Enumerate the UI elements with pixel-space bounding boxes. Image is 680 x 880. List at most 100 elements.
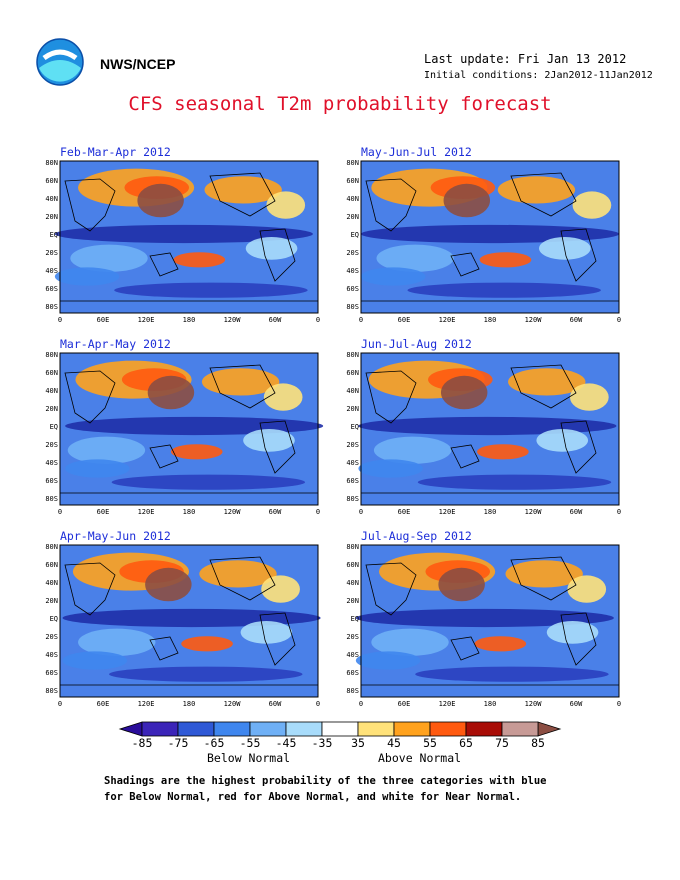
lon-label: 0 <box>58 508 62 516</box>
colorbar-swatch <box>465 721 503 737</box>
lat-label: 80S <box>45 303 58 311</box>
lat-label: 40N <box>45 579 58 587</box>
lat-label: 60S <box>346 477 359 485</box>
lon-label: 120E <box>138 700 155 708</box>
lat-label: EQ <box>50 231 58 239</box>
lon-label: 120W <box>224 508 242 516</box>
colorbar-label: 85 <box>531 736 545 750</box>
colorbar-label: 45 <box>387 736 401 750</box>
map-field <box>361 161 619 313</box>
lon-label: 60W <box>570 316 583 324</box>
lon-label: 180 <box>484 700 497 708</box>
lat-label: 40N <box>45 387 58 395</box>
org-name: NWS/NCEP <box>100 56 176 72</box>
lon-label: 0 <box>58 700 62 708</box>
lat-label: 80N <box>45 351 58 359</box>
initial-conditions: Initial conditions: 2Jan2012-11Jan2012 <box>424 70 653 81</box>
colorbar-swatch <box>429 721 467 737</box>
lon-label: 60W <box>269 316 282 324</box>
lon-label: 0 <box>617 508 621 516</box>
lat-label: 40S <box>45 267 58 275</box>
lon-label: 120E <box>439 700 456 708</box>
lat-label: 20S <box>45 441 58 449</box>
lon-label: 180 <box>484 316 497 324</box>
lon-label: 120E <box>138 508 155 516</box>
lat-label: EQ <box>351 231 359 239</box>
lat-label: 80S <box>346 687 359 695</box>
lon-label: 0 <box>359 508 363 516</box>
lat-label: 80S <box>346 495 359 503</box>
colorbar-swatch <box>393 721 431 737</box>
lon-label: 180 <box>183 316 196 324</box>
lat-label: 40N <box>346 579 359 587</box>
panel-title-2: May-Jun-Jul 2012 <box>361 145 472 159</box>
lat-label: EQ <box>50 615 58 623</box>
lat-label: 20S <box>346 441 359 449</box>
lat-label: EQ <box>351 615 359 623</box>
colorbar-label: 75 <box>495 736 509 750</box>
colorbar-swatch <box>249 721 287 737</box>
map-field <box>358 353 619 505</box>
lat-label: 40S <box>346 267 359 275</box>
lon-label: 120E <box>439 316 456 324</box>
map-field <box>60 353 324 505</box>
lon-label: 120E <box>138 316 155 324</box>
lon-label: 60W <box>570 508 583 516</box>
map-field <box>54 161 318 313</box>
colorbar-swatch <box>501 721 539 737</box>
colorbar-label: -75 <box>168 736 189 750</box>
lon-label: 0 <box>316 700 320 708</box>
lat-label: 20N <box>346 213 359 221</box>
lat-label: 60S <box>346 285 359 293</box>
colorbar-label: -45 <box>276 736 297 750</box>
lon-label: 0 <box>617 700 621 708</box>
lon-label: 120W <box>525 508 543 516</box>
lon-label: 60E <box>97 316 110 324</box>
lat-label: 40N <box>346 387 359 395</box>
map-field <box>60 545 321 697</box>
lat-label: 60S <box>346 669 359 677</box>
footnote-line-1: Shadings are the highest probability of … <box>104 775 547 787</box>
lat-label: 60N <box>45 561 58 569</box>
lon-label: 60W <box>570 700 583 708</box>
lon-label: 60W <box>269 508 282 516</box>
lon-label: 60E <box>398 316 411 324</box>
lat-label: 60N <box>346 177 359 185</box>
lat-label: 40N <box>45 195 58 203</box>
lat-label: 80N <box>346 159 359 167</box>
colorbar-end-left <box>118 721 143 737</box>
panel-title-5: Apr-May-Jun 2012 <box>60 529 171 543</box>
lat-label: 20S <box>45 633 58 641</box>
lat-label: 20S <box>346 249 359 257</box>
lon-label: 120W <box>525 316 543 324</box>
lon-label: 180 <box>183 700 196 708</box>
page-title: CFS seasonal T2m probability forecast <box>128 93 552 115</box>
lon-label: 60E <box>398 508 411 516</box>
lat-label: 20N <box>346 405 359 413</box>
colorbar: -85 -75 -65 -55 -45 -35 35 45 55 65 75 85 <box>118 721 562 750</box>
lat-label: 80S <box>45 495 58 503</box>
lat-label: 60N <box>45 369 58 377</box>
lat-label: 40S <box>45 459 58 467</box>
lon-label: 0 <box>316 316 320 324</box>
lat-label: 80N <box>346 543 359 551</box>
lat-label: 20N <box>45 405 58 413</box>
colorbar-label: -65 <box>204 736 225 750</box>
above-normal-label: Above Normal <box>378 751 462 765</box>
lon-label: 120W <box>224 316 242 324</box>
colorbar-label: -55 <box>240 736 261 750</box>
lat-label: 20S <box>45 249 58 257</box>
colorbar-label: 55 <box>423 736 437 750</box>
last-update: Last update: Fri Jan 13 2012 <box>424 52 627 66</box>
colorbar-swatch <box>285 721 323 737</box>
lat-label: 20N <box>346 597 359 605</box>
colorbar-label: -35 <box>312 736 333 750</box>
lat-label: 20N <box>45 213 58 221</box>
lat-label: 60S <box>45 669 58 677</box>
lon-label: 0 <box>58 316 62 324</box>
